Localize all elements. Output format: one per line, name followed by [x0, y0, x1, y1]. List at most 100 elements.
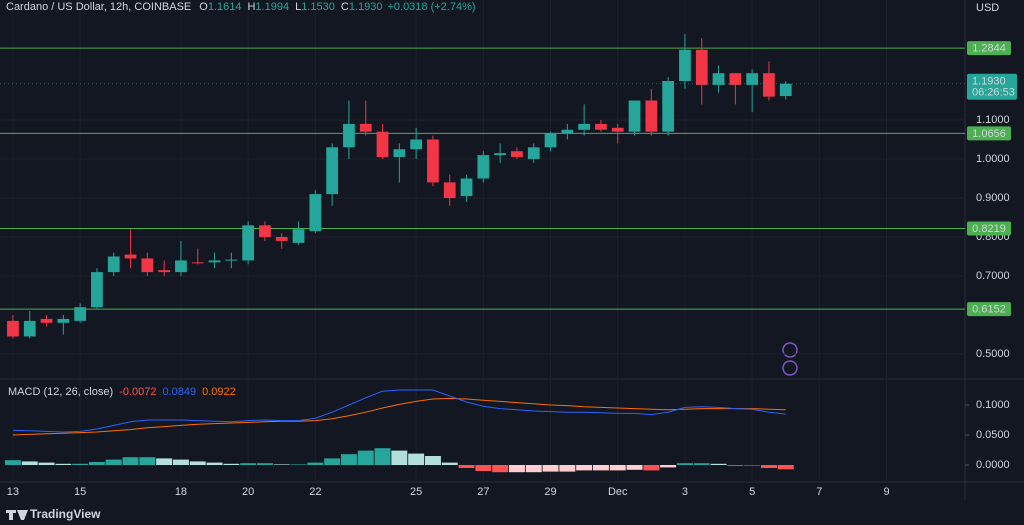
ohlc-key: H [247, 1, 255, 13]
ohlc-key: O [199, 1, 208, 13]
candle-body [74, 307, 87, 321]
histogram-bar [676, 463, 693, 466]
ohlc-key: L [295, 1, 301, 13]
candle-body [779, 83, 792, 97]
icon[interactable] [782, 360, 798, 376]
candle-body [628, 100, 641, 132]
countdown: 06:26:53 [972, 87, 1015, 99]
legend-header: Cardano / US Dollar, 12h, COINBASE O1.161… [6, 1, 476, 13]
brand: TradingView [30, 507, 101, 521]
candle-body [326, 147, 339, 195]
macd-title: MACD (12, 26, close) [8, 386, 113, 398]
candle-body [561, 129, 574, 134]
ohlc-value: 1.1930 [349, 1, 383, 13]
candle-body [393, 149, 406, 158]
x-tick-label: 20 [242, 486, 254, 498]
ohlc-value: 1.1614 [208, 1, 242, 13]
histogram-bar [38, 462, 55, 466]
x-tick-label: 27 [477, 486, 489, 498]
candle-body [729, 73, 742, 85]
change: +0.0318 (+2.74%) [387, 1, 475, 13]
candle-body [595, 123, 607, 130]
candle-body [343, 123, 355, 148]
histogram-bar [223, 463, 240, 466]
x-tick-label: 18 [175, 486, 187, 498]
candle-body [662, 81, 675, 132]
histogram-bar [206, 462, 223, 466]
last-price-tag [967, 73, 1017, 100]
histogram-bar [475, 465, 492, 472]
candle-body [124, 254, 137, 259]
histogram-bar [256, 463, 273, 466]
symbol: Cardano / US Dollar, 12h, COINBASE [6, 1, 191, 13]
ohlc-key: C [341, 1, 349, 13]
histogram-bar [273, 464, 290, 466]
histogram-bar [626, 465, 643, 470]
level-tag [967, 126, 1011, 141]
histogram-bar [508, 465, 525, 473]
candle-body [7, 320, 19, 337]
candle-body [376, 131, 389, 158]
level-tag [967, 302, 1011, 317]
histogram-bar [122, 457, 139, 466]
candle-body [460, 178, 473, 197]
y-tick-label: 0.0500 [976, 429, 1010, 441]
histogram-bar [542, 465, 559, 472]
histogram-bar [324, 458, 341, 466]
level-label: 1.0656 [972, 128, 1006, 140]
x-tick-label: 7 [816, 486, 822, 498]
candle-body [91, 272, 103, 308]
ohlc-value: 1.1994 [255, 1, 289, 13]
ohlc-value: 1.1530 [301, 1, 335, 13]
histogram-bar [643, 465, 660, 471]
y-tick-label: 1.1000 [976, 114, 1010, 126]
candle-body [695, 49, 708, 85]
candle-body [225, 259, 238, 261]
candle-body [292, 229, 305, 243]
last-price-label: 1.1930 [972, 76, 1006, 88]
footer [0, 500, 1024, 525]
brand-logo [6, 510, 28, 520]
histogram-bar [357, 450, 374, 466]
macd-legend: MACD (12, 26, close) -0.0072 0.0849 0.0922 [8, 386, 236, 398]
candle-body [107, 256, 120, 273]
histogram-bar [710, 463, 727, 466]
candle-body [242, 225, 255, 261]
candle-body [477, 155, 490, 179]
candle-body [746, 73, 759, 85]
candle-body [645, 100, 658, 132]
candle-body [527, 147, 540, 160]
histogram-bar [760, 465, 777, 469]
level-tag [967, 221, 1011, 236]
x-tick-label: 15 [74, 486, 86, 498]
level-label: 0.8219 [972, 223, 1006, 235]
x-tick-label: 3 [682, 486, 688, 498]
icon[interactable] [782, 342, 798, 358]
histogram-bar [492, 465, 509, 473]
histogram-bar [609, 465, 626, 471]
candle-body [578, 123, 591, 130]
signal-value: 0.0922 [202, 386, 236, 398]
histogram-bar [189, 461, 206, 466]
candle-body [443, 182, 456, 199]
x-tick-label: 5 [749, 486, 755, 498]
histogram-bar [156, 458, 173, 466]
x-tick-label: 22 [309, 486, 321, 498]
candle-body [158, 270, 171, 273]
y-tick-label: 0.7000 [976, 270, 1010, 282]
candle-body [511, 151, 523, 158]
candle-body [427, 139, 439, 183]
x-tick-label: 29 [544, 486, 556, 498]
histogram-bar [240, 463, 257, 466]
histogram-bar [4, 460, 21, 466]
candle-body [494, 153, 507, 156]
histogram-bar [777, 465, 794, 470]
candle-body [763, 73, 775, 97]
candle-body [611, 127, 624, 132]
histogram-bar [693, 463, 710, 466]
candle-body [259, 225, 271, 238]
histogram-bar [391, 450, 408, 466]
candle-body [410, 139, 423, 150]
